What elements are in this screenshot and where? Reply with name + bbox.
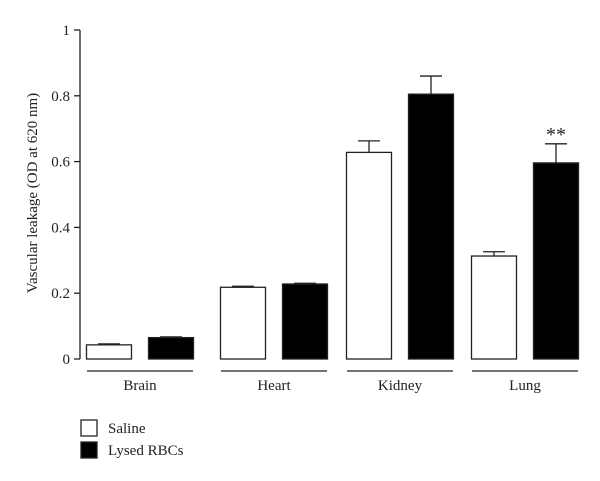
- bar-brain-saline: [85, 344, 133, 360]
- bar-kidney-lysed-rbcs: [407, 93, 455, 360]
- bars: **: [85, 75, 580, 360]
- legend: Saline Lysed RBCs: [80, 419, 184, 459]
- significance-marker: **: [546, 124, 566, 146]
- x-category-label: Brain: [123, 378, 157, 394]
- bar-lung-saline: [470, 255, 518, 360]
- legend-swatch: [80, 419, 98, 437]
- y-axis-label: Vascular leakage (OD at 620 nm): [25, 93, 41, 293]
- x-category-label: Kidney: [378, 378, 423, 394]
- x-category-label: Lung: [509, 378, 541, 394]
- bar-lung-lysed-rbcs: [532, 162, 580, 360]
- y-tick-label: 0.6: [51, 155, 70, 171]
- y-tick-label: 0: [63, 352, 71, 368]
- bar-heart-lysed-rbcs: [281, 283, 329, 360]
- legend-label: Saline: [108, 421, 146, 437]
- bar-kidney-saline: [345, 151, 393, 360]
- legend-swatch: [80, 441, 98, 459]
- x-category-label: Heart: [257, 378, 291, 394]
- legend-label: Lysed RBCs: [108, 443, 184, 459]
- y-tick-label: 0.8: [51, 89, 70, 105]
- y-axis: 0 0.2 0.4 0.6 0.8 1: [51, 23, 81, 368]
- x-axis: Brain Heart Kidney Lung: [87, 370, 578, 394]
- y-tick-label: 0.2: [51, 286, 70, 302]
- y-tick-label: 0.4: [51, 220, 70, 236]
- bar-heart-saline: [219, 286, 267, 360]
- y-tick-label: 1: [63, 23, 71, 39]
- bar-brain-lysed-rbcs: [147, 336, 195, 360]
